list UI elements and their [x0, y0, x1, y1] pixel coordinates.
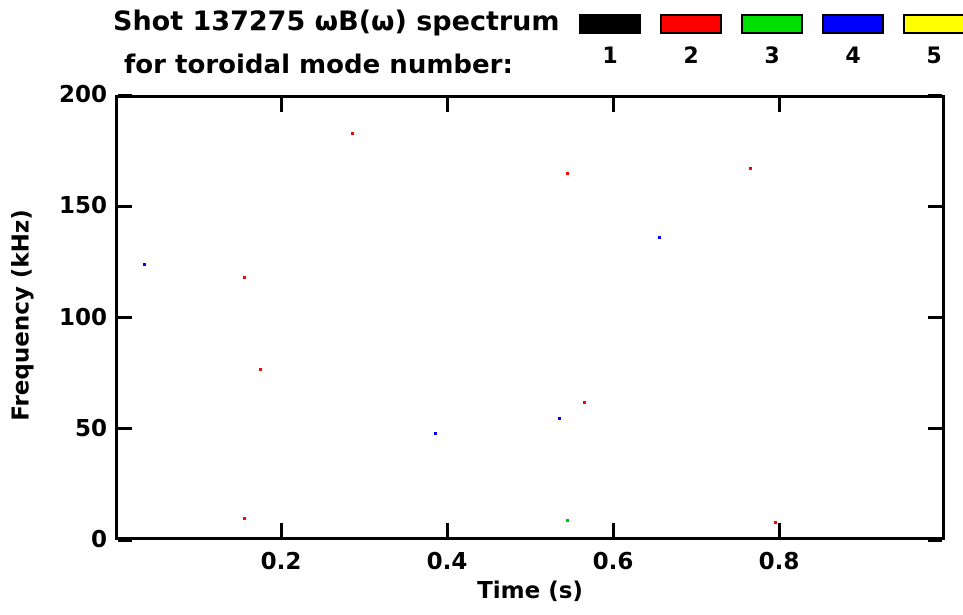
x-tick-mark-top [445, 98, 449, 112]
y-tick-mark [118, 427, 132, 431]
plot-frame [115, 95, 945, 540]
x-tick-mark-top [279, 98, 283, 112]
y-tick-label: 0 [90, 527, 107, 553]
data-point-mode-4 [657, 236, 661, 240]
y-axis-label: Frequency (kHz) [8, 209, 35, 421]
y-tick-mark-right [928, 316, 942, 319]
y-tick-label: 100 [58, 304, 107, 331]
y-tick-mark [118, 538, 132, 542]
x-tick-label: 0.2 [260, 549, 302, 575]
x-tick-label: 0.8 [758, 549, 800, 575]
chart-title-line2: for toroidal mode number: [124, 50, 513, 80]
x-tick-mark [611, 523, 615, 537]
data-point-mode-2 [582, 401, 586, 405]
y-tick-mark [118, 93, 132, 97]
data-point-mode-4 [143, 263, 147, 267]
chart-title-line1: Shot 137275 ωB(ω) spectrum [113, 6, 560, 37]
y-tick-label: 200 [58, 82, 107, 108]
legend-mode-number: 5 [926, 44, 942, 69]
y-tick-mark-right [928, 93, 942, 97]
y-tick-mark-right [928, 204, 942, 208]
legend-item-mode-1: 1 [579, 14, 641, 68]
mode-number-legend: 1 2 3 4 5 [579, 14, 963, 68]
x-tick-mark [279, 523, 283, 537]
y-tick-mark [118, 316, 132, 319]
x-tick-label: 0.6 [592, 549, 634, 575]
x-tick-mark-top [777, 98, 781, 112]
legend-swatch-mode-1 [579, 14, 641, 34]
legend-mode-number: 4 [845, 44, 861, 69]
legend-swatch-mode-3 [741, 14, 803, 34]
data-point-mode-2 [242, 276, 246, 280]
data-point-mode-2 [566, 171, 570, 175]
y-tick-label: 50 [74, 415, 107, 442]
data-point-mode-3 [566, 518, 570, 522]
x-tick-label: 0.4 [426, 549, 468, 575]
legend-swatch-mode-5 [903, 14, 963, 34]
y-tick-mark [118, 204, 132, 208]
x-axis-label: Time (s) [477, 578, 583, 604]
y-tick-label: 150 [58, 193, 107, 220]
legend-item-mode-4: 4 [822, 14, 884, 68]
legend-mode-number: 1 [602, 44, 618, 69]
data-point-mode-4 [558, 416, 562, 420]
y-tick-mark-right [928, 427, 942, 431]
data-point-mode-2 [350, 131, 354, 135]
x-tick-mark [777, 523, 781, 537]
legend-swatch-mode-4 [822, 14, 884, 34]
legend-mode-number: 3 [764, 44, 780, 69]
x-tick-mark-top [611, 98, 615, 112]
data-point-mode-2 [259, 367, 263, 371]
legend-item-mode-3: 3 [741, 14, 803, 68]
data-point-mode-2 [773, 521, 777, 525]
data-point-mode-2 [242, 516, 246, 520]
x-tick-mark [445, 523, 449, 537]
legend-mode-number: 2 [683, 44, 699, 69]
data-point-mode-2 [748, 167, 752, 171]
legend-swatch-mode-2 [660, 14, 722, 34]
y-tick-mark-right [928, 538, 942, 542]
legend-item-mode-5: 5 [903, 14, 963, 68]
legend-item-mode-2: 2 [660, 14, 722, 68]
data-point-mode-4 [433, 432, 437, 436]
